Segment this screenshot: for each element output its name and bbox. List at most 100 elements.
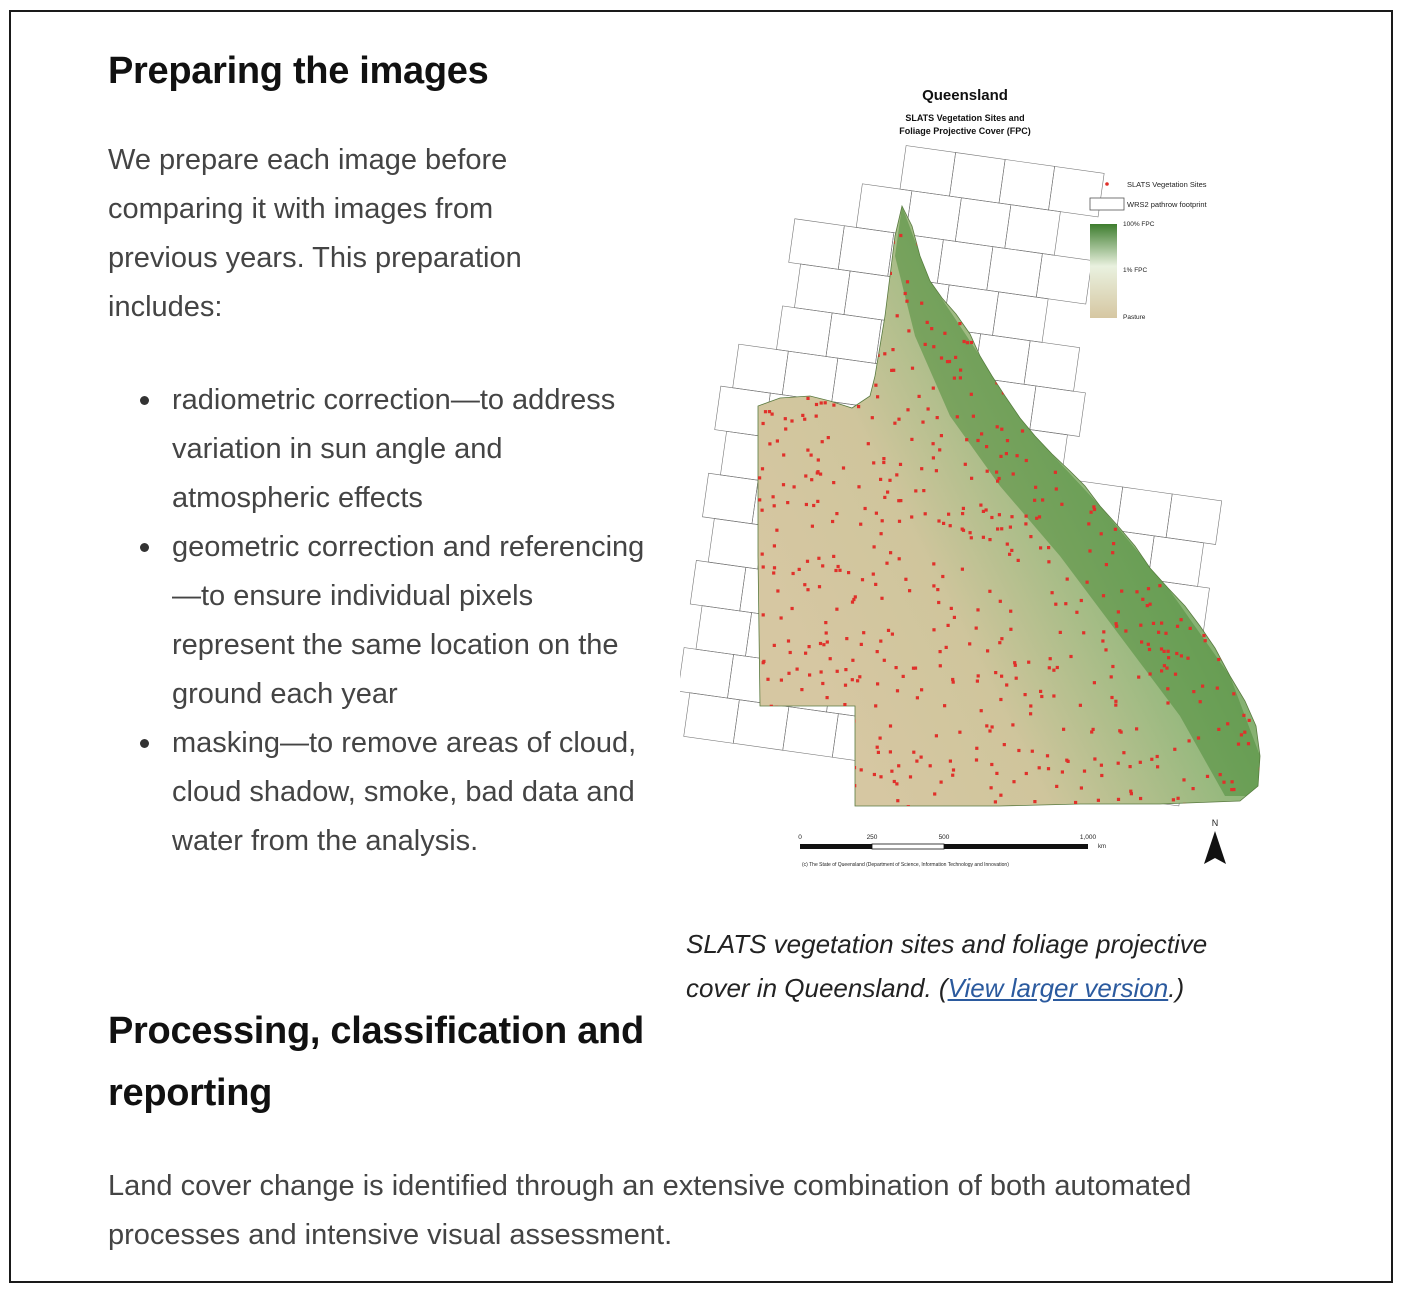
vegetation-site-marker	[895, 473, 899, 477]
vegetation-site-marker	[1230, 788, 1234, 792]
vegetation-site-marker	[985, 724, 989, 728]
vegetation-site-marker	[802, 389, 806, 393]
vegetation-site-marker	[985, 469, 989, 473]
vegetation-site-marker	[1128, 302, 1132, 306]
vegetation-site-marker	[1114, 622, 1118, 626]
vegetation-site-marker	[1242, 625, 1246, 630]
vegetation-site-marker	[1153, 328, 1157, 332]
vegetation-site-marker	[870, 246, 874, 250]
footprint-tile	[782, 706, 839, 758]
vegetation-site-marker	[1145, 604, 1149, 608]
footprint-tile	[732, 699, 790, 751]
vegetation-site-marker	[1006, 261, 1010, 266]
vegetation-site-marker	[819, 670, 823, 674]
scale-tick-500: 500	[939, 834, 950, 841]
vegetation-site-marker	[1253, 516, 1257, 520]
queensland-map-figure[interactable]: Queensland SLATS Vegetation Sites and Fo…	[680, 76, 1270, 876]
vegetation-site-marker	[817, 320, 822, 324]
vegetation-site-marker	[767, 410, 772, 414]
vegetation-site-marker	[1157, 630, 1161, 634]
vegetation-site-marker	[1020, 349, 1024, 353]
vegetation-site-marker	[761, 613, 765, 617]
vegetation-site-marker	[1115, 624, 1119, 628]
vegetation-site-marker	[772, 571, 776, 575]
vegetation-site-marker	[1082, 769, 1087, 773]
vegetation-site-marker	[1114, 703, 1118, 707]
vegetation-site-marker	[1253, 483, 1257, 487]
vegetation-site-marker	[999, 454, 1003, 458]
vegetation-site-marker	[790, 606, 794, 611]
vegetation-site-marker	[781, 245, 785, 249]
vegetation-site-marker	[969, 275, 973, 279]
vegetation-site-marker	[1034, 404, 1038, 408]
vegetation-site-marker	[953, 217, 957, 221]
view-larger-version-link[interactable]: View larger version	[947, 973, 1169, 1003]
footprint-tile	[837, 225, 895, 277]
vegetation-site-marker	[817, 313, 821, 317]
vegetation-site-marker	[1086, 340, 1090, 344]
vegetation-site-marker	[1055, 246, 1059, 251]
vegetation-site-marker	[1230, 780, 1234, 784]
vegetation-site-marker	[990, 725, 994, 729]
vegetation-site-marker	[1035, 259, 1039, 263]
vegetation-site-marker	[760, 467, 765, 471]
vegetation-site-marker	[895, 782, 899, 786]
vegetation-site-marker	[982, 309, 986, 313]
vegetation-site-marker	[958, 322, 962, 326]
vegetation-site-marker	[917, 394, 921, 398]
vegetation-site-marker	[867, 293, 871, 297]
vegetation-site-marker	[1088, 549, 1092, 553]
vegetation-site-marker	[1053, 227, 1058, 231]
vegetation-site-marker	[779, 616, 783, 620]
vegetation-site-marker	[803, 303, 807, 307]
vegetation-site-marker	[1147, 647, 1152, 652]
vegetation-site-marker	[851, 658, 855, 662]
vegetation-site-marker	[933, 217, 937, 221]
queensland-map-image[interactable]: Queensland SLATS Vegetation Sites and Fo…	[680, 76, 1270, 876]
vegetation-site-marker	[1077, 293, 1081, 297]
vegetation-site-marker	[1054, 487, 1058, 491]
vegetation-site-marker	[1183, 563, 1187, 567]
vegetation-site-marker	[1108, 324, 1112, 329]
vegetation-site-marker	[1024, 514, 1028, 518]
vegetation-site-marker	[859, 522, 863, 526]
vegetation-site-marker	[1215, 612, 1219, 616]
vegetation-site-marker	[1055, 784, 1059, 788]
vegetation-site-marker	[906, 408, 910, 412]
vegetation-site-marker	[811, 244, 815, 248]
vegetation-site-marker	[937, 600, 941, 605]
vegetation-site-marker	[1114, 474, 1118, 478]
vegetation-site-marker	[792, 485, 796, 489]
vegetation-site-marker	[890, 217, 894, 221]
vegetation-site-marker	[958, 376, 962, 380]
vegetation-site-marker	[1220, 416, 1224, 420]
map-legend: SLATS Vegetation Sites WRS2 pathrow foot…	[1089, 180, 1208, 321]
vegetation-site-marker	[948, 759, 952, 763]
intro-paragraph: We prepare each image before comparing i…	[108, 144, 522, 323]
vegetation-site-marker	[947, 359, 952, 364]
vegetation-site-marker	[1159, 423, 1163, 427]
vegetation-site-marker	[797, 567, 801, 571]
vegetation-site-marker	[1100, 773, 1104, 778]
vegetation-site-marker	[1176, 796, 1180, 800]
vegetation-site-marker	[886, 628, 891, 632]
vegetation-site-marker	[1121, 453, 1125, 457]
vegetation-site-marker	[1154, 373, 1158, 377]
vegetation-site-marker	[825, 640, 829, 644]
footprint-tile	[954, 197, 1012, 249]
vegetation-site-marker	[809, 730, 813, 734]
vegetation-site-marker	[908, 775, 913, 779]
vegetation-site-marker	[1076, 428, 1080, 432]
vegetation-site-marker	[786, 639, 791, 643]
vegetation-site-marker	[934, 734, 938, 738]
vegetation-site-marker	[1148, 602, 1152, 606]
vegetation-site-marker	[1175, 624, 1180, 628]
vegetation-site-marker	[1207, 609, 1211, 613]
vegetation-site-marker	[1045, 317, 1049, 321]
vegetation-site-marker	[830, 351, 834, 355]
vegetation-site-marker	[797, 734, 801, 738]
vegetation-site-marker	[821, 564, 825, 568]
vegetation-site-marker	[818, 713, 822, 717]
vegetation-site-marker	[996, 479, 1000, 483]
caption-text: SLATS vegetation sites and foliage proje…	[686, 929, 1208, 1003]
